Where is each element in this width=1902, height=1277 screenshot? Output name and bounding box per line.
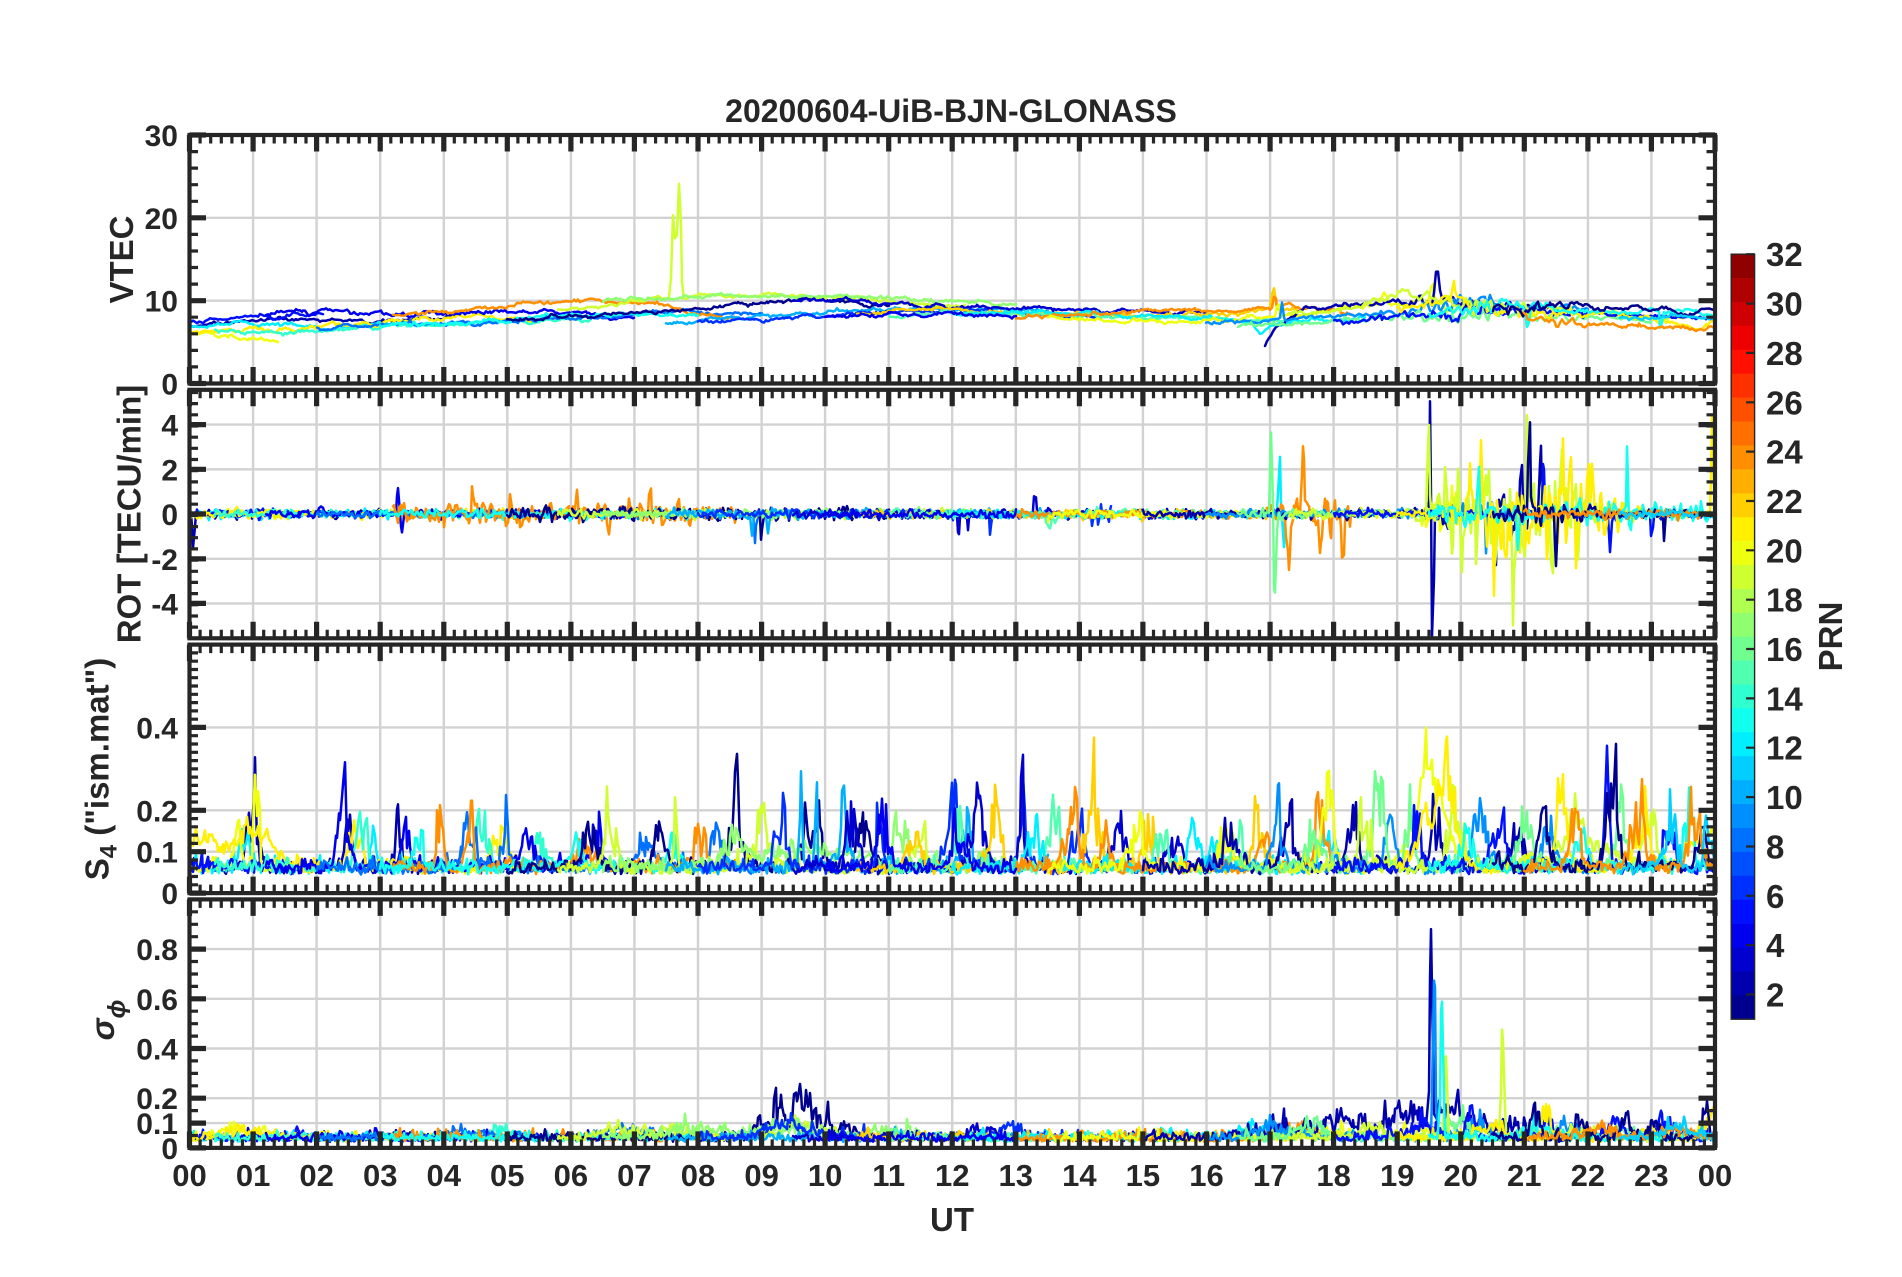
svg-text:0.1: 0.1 (136, 1108, 178, 1141)
svg-text:0: 0 (161, 878, 178, 911)
svg-text:10: 10 (808, 1158, 842, 1193)
svg-text:15: 15 (1126, 1158, 1160, 1193)
svg-text:20: 20 (1444, 1158, 1478, 1193)
svg-text:22: 22 (1766, 483, 1803, 520)
svg-text:18: 18 (1766, 582, 1803, 619)
svg-text:VTEC: VTEC (103, 215, 140, 303)
svg-text:30: 30 (145, 120, 178, 153)
svg-text:0.2: 0.2 (136, 1083, 178, 1116)
svg-text:ROT [TECU/min]: ROT [TECU/min] (111, 385, 148, 643)
svg-text:14: 14 (1062, 1158, 1097, 1193)
svg-text:8: 8 (1766, 829, 1784, 866)
svg-text:06: 06 (554, 1158, 588, 1193)
svg-text:13: 13 (999, 1158, 1033, 1193)
svg-text:4: 4 (161, 410, 178, 443)
svg-text:20: 20 (145, 203, 178, 236)
svg-text:07: 07 (617, 1158, 651, 1193)
svg-text:10: 10 (145, 286, 178, 319)
svg-text:21: 21 (1507, 1158, 1541, 1193)
svg-text:17: 17 (1253, 1158, 1287, 1193)
svg-text:0.2: 0.2 (136, 795, 178, 828)
svg-text:00: 00 (172, 1158, 206, 1193)
svg-text:30: 30 (1766, 286, 1803, 323)
svg-text:2: 2 (161, 454, 178, 487)
svg-text:12: 12 (1766, 730, 1803, 767)
svg-text:0.4: 0.4 (136, 712, 178, 745)
svg-text:28: 28 (1766, 335, 1803, 372)
svg-text:4: 4 (1766, 927, 1785, 964)
svg-text:02: 02 (299, 1158, 333, 1193)
svg-text:PRN: PRN (1812, 602, 1849, 672)
svg-text:04: 04 (427, 1158, 462, 1193)
svg-text:18: 18 (1316, 1158, 1350, 1193)
svg-text:10: 10 (1766, 779, 1803, 816)
svg-text:12: 12 (935, 1158, 969, 1193)
svg-text:09: 09 (744, 1158, 778, 1193)
svg-text:0.6: 0.6 (136, 984, 178, 1017)
svg-text:0.4: 0.4 (136, 1034, 178, 1067)
svg-text:24: 24 (1766, 434, 1803, 471)
svg-text:14: 14 (1766, 680, 1803, 717)
svg-text:0: 0 (161, 1133, 178, 1166)
svg-text:32: 32 (1766, 236, 1803, 273)
svg-text:0.8: 0.8 (136, 934, 178, 967)
svg-text:20200604-UiB-BJN-GLONASS: 20200604-UiB-BJN-GLONASS (725, 93, 1177, 129)
svg-text:01: 01 (236, 1158, 270, 1193)
svg-text:26: 26 (1766, 384, 1803, 421)
svg-text:22: 22 (1571, 1158, 1605, 1193)
svg-text:6: 6 (1766, 878, 1784, 915)
svg-text:19: 19 (1380, 1158, 1414, 1193)
svg-text:16: 16 (1189, 1158, 1223, 1193)
svg-text:-4: -4 (151, 588, 178, 621)
svg-text:00: 00 (1698, 1158, 1732, 1193)
svg-text:S4 ("ism.mat"): S4 ("ism.mat") (79, 658, 123, 881)
svg-text:20: 20 (1766, 532, 1803, 569)
svg-text:0.1: 0.1 (136, 837, 178, 870)
svg-text:UT: UT (930, 1201, 974, 1238)
svg-text:-2: -2 (151, 544, 178, 577)
svg-text:03: 03 (363, 1158, 397, 1193)
svg-text:0: 0 (161, 499, 178, 532)
svg-text:0: 0 (161, 369, 178, 402)
svg-text:11: 11 (872, 1158, 905, 1193)
svg-text:2: 2 (1766, 977, 1784, 1014)
svg-text:05: 05 (490, 1158, 524, 1193)
svg-text:16: 16 (1766, 631, 1803, 668)
svg-text:23: 23 (1634, 1158, 1668, 1193)
svg-text:08: 08 (681, 1158, 715, 1193)
